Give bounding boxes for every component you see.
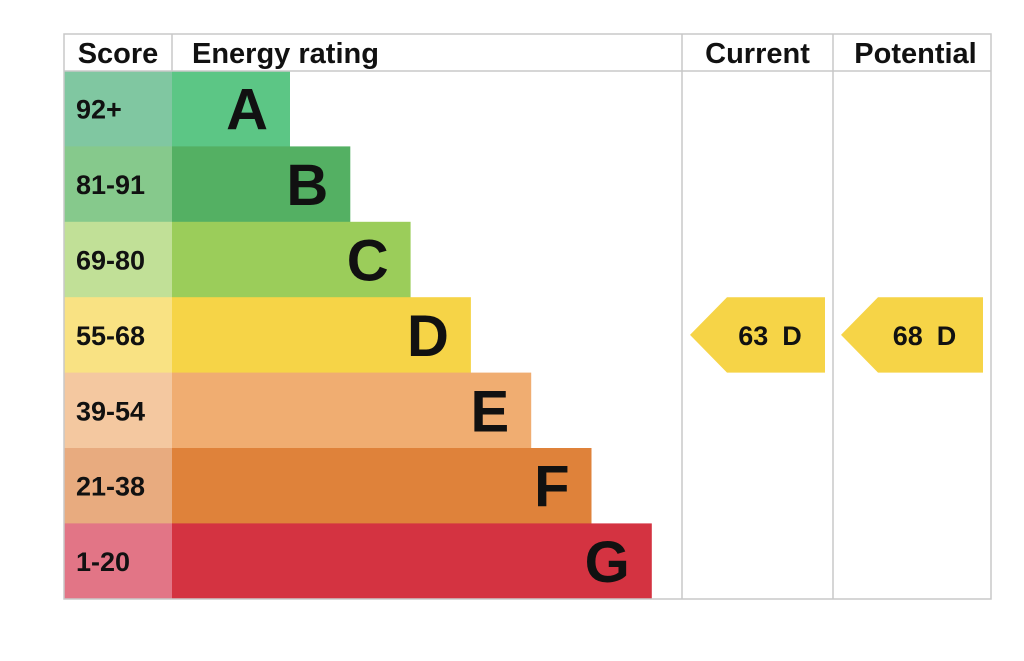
current-rating-value: 63 <box>738 321 768 351</box>
current-rating-letter: D <box>782 321 802 351</box>
rating-bar-f <box>172 448 592 524</box>
rating-letter-d: D <box>407 304 449 369</box>
header-current: Current <box>705 38 810 70</box>
header-score: Score <box>78 38 159 70</box>
score-label-b: 81-91 <box>76 170 145 200</box>
score-label-e: 39-54 <box>76 396 145 426</box>
rating-bar-c <box>172 221 411 298</box>
rating-letter-e: E <box>471 379 510 444</box>
rating-bar-b <box>172 146 351 223</box>
rating-letter-c: C <box>347 229 389 294</box>
rating-bar-d <box>172 297 471 374</box>
score-label-d: 55-68 <box>76 321 145 351</box>
score-cell-e <box>64 372 172 449</box>
current-rating-arrow <box>690 297 825 373</box>
score-cell-g <box>64 523 172 600</box>
table-border <box>63 33 992 600</box>
current-rating-label: 63 D <box>738 321 802 351</box>
table-grid <box>63 33 992 600</box>
potential-rating-arrow <box>841 297 983 373</box>
bands-layer: 92+ A 81-91 B 69-80 C 55-68 D 39-54 E 21-38 F 1-20 G <box>64 71 652 600</box>
score-label-g: 1-20 <box>76 547 130 577</box>
rating-bar-a <box>172 71 290 147</box>
score-cell-b <box>64 146 172 223</box>
potential-rating-letter: D <box>937 321 957 351</box>
potential-rating-label: 68 D <box>893 321 957 351</box>
table-header: Score Energy rating Current Potential <box>78 38 977 70</box>
score-label-a: 92+ <box>76 95 122 125</box>
score-cell-f <box>64 448 172 524</box>
header-potential: Potential <box>854 38 976 70</box>
rating-letter-a: A <box>226 78 268 143</box>
header-energy-rating: Energy rating <box>192 38 379 70</box>
rating-bar-g <box>172 523 652 600</box>
rating-arrows: 63 D 68 D <box>690 297 983 373</box>
score-cell-d <box>64 297 172 374</box>
score-cell-a <box>64 71 172 147</box>
potential-rating-value: 68 <box>893 321 923 351</box>
score-cell-c <box>64 221 172 298</box>
score-label-c: 69-80 <box>76 246 145 276</box>
score-label-f: 21-38 <box>76 472 145 502</box>
rating-letter-g: G <box>585 530 630 595</box>
rating-bar-e <box>172 372 532 449</box>
rating-letter-b: B <box>286 153 328 218</box>
rating-letter-f: F <box>534 455 569 520</box>
